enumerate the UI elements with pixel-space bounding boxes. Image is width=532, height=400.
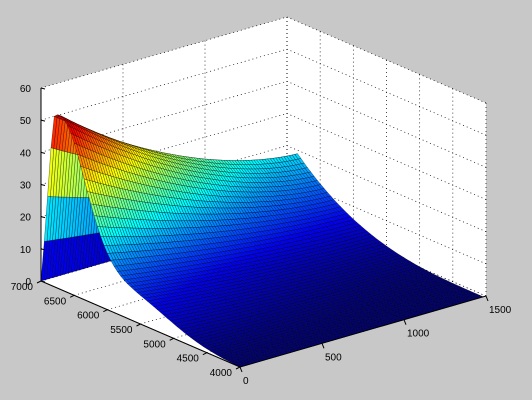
grid-line-z — [40, 16, 288, 89]
grid-line-z — [40, 48, 288, 121]
grid-line-z — [40, 80, 288, 153]
grid-line-z — [40, 113, 288, 185]
surface-plot — [40, 114, 484, 368]
